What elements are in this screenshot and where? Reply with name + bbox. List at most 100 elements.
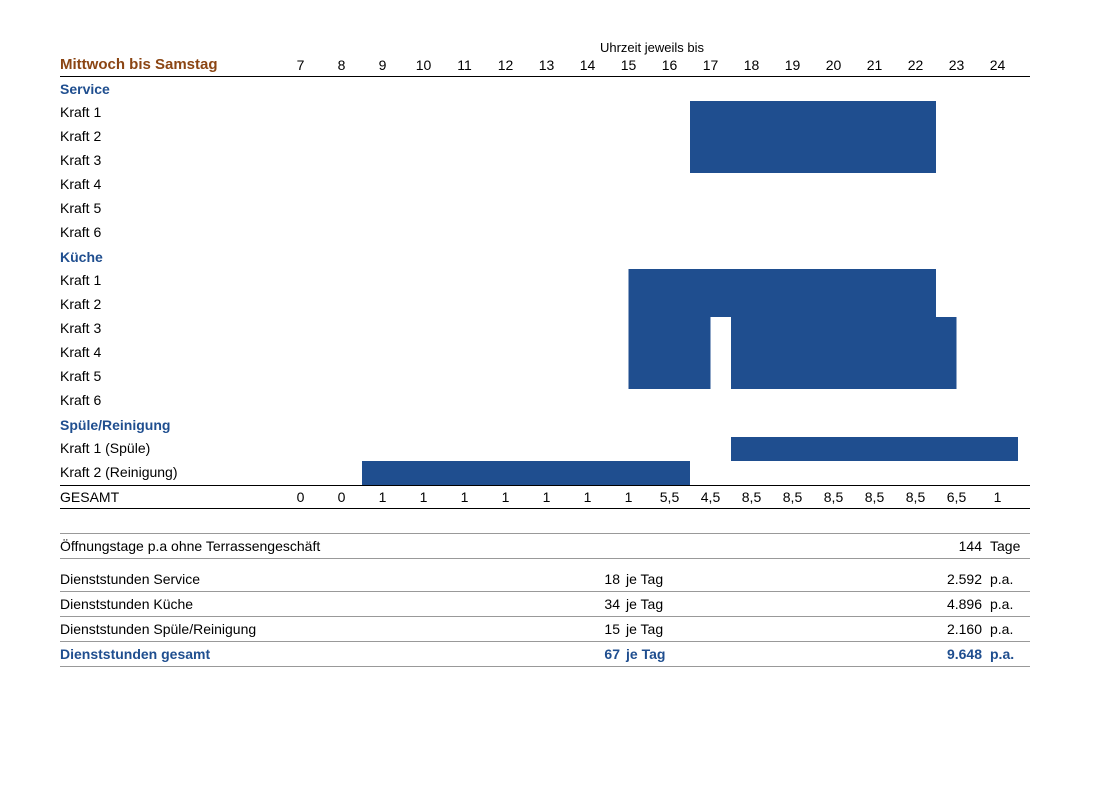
schedule-cell: [731, 197, 772, 221]
section-header-label: Küche: [60, 245, 280, 269]
schedule-cell: [362, 317, 403, 341]
schedule-cell: [362, 293, 403, 317]
schedule-cell: [567, 317, 608, 341]
schedule-cell: [936, 173, 977, 197]
schedule-cell: [813, 101, 854, 125]
hour-header-cell: 18: [731, 57, 772, 73]
hour-header-cell: 10: [403, 57, 444, 73]
schedule-cell: [485, 197, 526, 221]
schedule-cell: [649, 389, 690, 413]
schedule-cell: [977, 221, 1018, 245]
staff-row: Kraft 2 (Reinigung): [60, 461, 1030, 485]
schedule-cell: [485, 173, 526, 197]
schedule-cell: [403, 149, 444, 173]
schedule-cell: [444, 365, 485, 389]
schedule-cell: [526, 461, 567, 485]
schedule-cell: [321, 437, 362, 461]
schedule-cell: [526, 437, 567, 461]
schedule-cell: [895, 173, 936, 197]
schedule-cell: [444, 293, 485, 317]
summary-row: Öffnungstage p.a ohne Terrassengeschäft1…: [60, 533, 1030, 559]
schedule-cell: [608, 437, 649, 461]
staff-label: Kraft 1: [60, 101, 280, 125]
schedule-cell: [280, 389, 321, 413]
schedule-cell: [936, 317, 977, 341]
schedule-cell: [690, 221, 731, 245]
schedule-cell: [403, 197, 444, 221]
schedule-cell: [731, 101, 772, 125]
hour-header-cell: 12: [485, 57, 526, 73]
schedule-cell: [485, 341, 526, 365]
summary-value: 144: [706, 538, 986, 554]
schedule-cell: [977, 389, 1018, 413]
schedule-cell: [444, 269, 485, 293]
schedule-cell: [649, 317, 690, 341]
schedule-cell: [362, 269, 403, 293]
schedule-cell: [690, 365, 731, 389]
staff-label: Kraft 5: [60, 197, 280, 221]
staff-row: Kraft 1: [60, 269, 1030, 293]
header-row: Mittwoch bis Samstag Uhrzeit jeweils bis…: [60, 40, 1030, 77]
summary-mid: 15: [560, 621, 620, 637]
staff-label: Kraft 5: [60, 365, 280, 389]
staff-bars: [280, 173, 1030, 197]
gesamt-cell: 8,5: [854, 489, 895, 505]
schedule-cell: [362, 149, 403, 173]
gesamt-cell: 0: [280, 489, 321, 505]
schedule-cell: [280, 173, 321, 197]
schedule-cell: [895, 341, 936, 365]
schedule-cell: [813, 125, 854, 149]
schedule-cell: [280, 221, 321, 245]
summary-label: Dienststunden Spüle/Reinigung: [60, 621, 560, 637]
schedule-cell: [977, 149, 1018, 173]
schedule-cell: [444, 221, 485, 245]
staff-bars: [280, 101, 1030, 125]
schedule-cell: [854, 293, 895, 317]
schedule-cell: [690, 461, 731, 485]
schedule-cell: [813, 437, 854, 461]
gesamt-cells: 0011111115,54,58,58,58,58,58,56,51: [280, 489, 1030, 505]
schedule-cell: [362, 101, 403, 125]
schedule-cell: [280, 317, 321, 341]
schedule-cell: [280, 101, 321, 125]
staff-row: Kraft 1: [60, 101, 1030, 125]
gesamt-cell: 1: [567, 489, 608, 505]
schedule-cell: [895, 221, 936, 245]
schedule-cell: [280, 461, 321, 485]
staff-label: Kraft 1: [60, 269, 280, 293]
schedule-cell: [403, 461, 444, 485]
staff-row: Kraft 6: [60, 389, 1030, 413]
schedule-cell: [813, 269, 854, 293]
schedule-cell: [731, 341, 772, 365]
schedule-cell: [854, 101, 895, 125]
schedule-cell: [403, 101, 444, 125]
schedule-cell: [690, 125, 731, 149]
schedule-cell: [854, 269, 895, 293]
gesamt-cell: 0: [321, 489, 362, 505]
schedule-cell: [731, 173, 772, 197]
schedule-cell: [526, 101, 567, 125]
schedule-cell: [977, 437, 1018, 461]
schedule-container: Mittwoch bis Samstag Uhrzeit jeweils bis…: [60, 40, 1030, 667]
summary-block: Öffnungstage p.a ohne Terrassengeschäft1…: [60, 533, 1030, 667]
schedule-cell: [280, 149, 321, 173]
schedule-cell: [690, 389, 731, 413]
schedule-cell: [690, 173, 731, 197]
schedule-cell: [649, 461, 690, 485]
schedule-cell: [485, 293, 526, 317]
summary-unit: p.a.: [986, 646, 1030, 662]
schedule-cell: [895, 125, 936, 149]
schedule-cell: [485, 461, 526, 485]
schedule-cell: [526, 365, 567, 389]
schedule-cell: [813, 317, 854, 341]
schedule-cell: [649, 101, 690, 125]
gesamt-cell: 1: [608, 489, 649, 505]
gesamt-cell: 1: [526, 489, 567, 505]
summary-mid-unit: je Tag: [620, 646, 706, 662]
schedule-cell: [444, 341, 485, 365]
schedule-cell: [772, 365, 813, 389]
summary-mid-unit: je Tag: [620, 571, 706, 587]
schedule-cell: [977, 173, 1018, 197]
schedule-cell: [977, 341, 1018, 365]
hour-header-cell: 11: [444, 57, 485, 73]
